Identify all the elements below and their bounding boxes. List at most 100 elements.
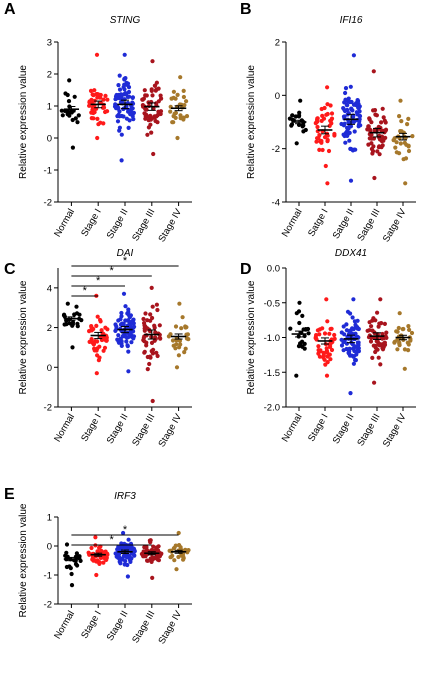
data-point: [174, 342, 179, 347]
data-point: [401, 130, 406, 135]
data-point: [74, 311, 80, 316]
y-tick-label: -2: [44, 403, 52, 414]
x-category-label: Normal: [52, 207, 77, 239]
data-point: [376, 124, 381, 129]
data-point: [98, 319, 103, 324]
x-category-label: Stage I: [306, 412, 331, 444]
data-point: [96, 358, 101, 363]
data-point: [171, 89, 176, 94]
data-point: [320, 113, 325, 118]
data-point: [103, 109, 108, 115]
data-point: [95, 559, 100, 564]
data-point: [347, 99, 352, 105]
data-point: [183, 346, 188, 351]
panel-b: B IFI16 Relative expression value -4 -2 0 2 Nor…: [240, 1, 416, 244]
data-point: [380, 336, 385, 341]
data-point: [152, 115, 158, 120]
data-point: [75, 324, 80, 329]
data-point: [351, 297, 356, 302]
data-point: [174, 567, 179, 572]
data-point: [378, 297, 383, 302]
data-point: [101, 97, 106, 102]
data-point: [149, 130, 154, 135]
data-point: [143, 116, 148, 121]
data-point: [129, 556, 134, 561]
data-point: [150, 93, 155, 98]
data-point: [116, 92, 121, 98]
data-point: [105, 327, 110, 332]
data-point: [403, 156, 409, 161]
data-point: [123, 318, 128, 323]
data-point: [126, 334, 132, 339]
data-point: [325, 354, 330, 359]
data-point: [150, 575, 155, 581]
data-point: [67, 321, 72, 326]
data-point: [180, 315, 185, 320]
data-point: [158, 111, 163, 117]
data-point: [70, 345, 75, 350]
data-point: [347, 346, 352, 351]
data-point: [174, 336, 179, 341]
data-point: [294, 311, 299, 316]
data-point: [324, 297, 329, 302]
data-point: [329, 326, 334, 331]
data-point: [91, 110, 96, 116]
x-category-label: Stage III: [130, 207, 157, 243]
data-point: [366, 124, 371, 129]
data-point: [166, 334, 171, 339]
data-point: [383, 135, 388, 140]
data-point: [94, 572, 99, 578]
data-point: [409, 330, 415, 336]
data-point: [315, 124, 320, 130]
data-point: [317, 147, 322, 152]
data-point: [126, 349, 131, 354]
data-point: [353, 358, 358, 363]
data-point: [101, 560, 106, 565]
x-category-label: Stage IV: [156, 206, 184, 244]
data-point: [325, 133, 330, 138]
data-point: [128, 313, 133, 318]
data-point: [95, 116, 100, 121]
data-point: [367, 136, 372, 141]
data-point: [122, 52, 127, 57]
chart-title: IFI16: [340, 15, 363, 26]
data-point: [116, 544, 121, 550]
data-point: [148, 312, 153, 317]
data-point: [348, 146, 353, 151]
data-point: [154, 302, 159, 307]
data-point: [66, 99, 72, 104]
data-point: [382, 321, 387, 326]
data-point: [354, 102, 359, 108]
panel-letter: A: [4, 1, 16, 18]
data-point: [170, 338, 176, 343]
y-tick-label: -0.5: [264, 298, 280, 309]
data-point: [126, 307, 131, 312]
data-point: [402, 366, 407, 371]
data-point: [184, 332, 189, 337]
data-point: [290, 113, 295, 118]
data-point: [379, 120, 384, 125]
data-point: [323, 163, 328, 169]
data-point: [151, 151, 156, 157]
panel-a: A STING Relative expression value -2 -1 0 1 2 3 N…: [4, 1, 192, 244]
data-point: [95, 353, 100, 358]
data-point: [117, 125, 122, 130]
data-point: [144, 107, 149, 112]
data-point: [170, 553, 175, 559]
data-point: [150, 555, 155, 561]
data-point: [344, 322, 349, 327]
data-point: [346, 350, 351, 356]
data-point: [125, 574, 130, 579]
data-point: [406, 143, 411, 148]
data-point: [357, 114, 363, 119]
data-point: [369, 324, 374, 329]
chart-title: STING: [110, 15, 141, 26]
data-point: [325, 111, 330, 117]
x-category-label: Normal: [280, 207, 305, 239]
data-point: [297, 300, 302, 305]
data-point: [141, 104, 146, 109]
data-point: [158, 336, 163, 341]
data-point: [73, 562, 79, 567]
x-category-label: Normal: [52, 609, 77, 641]
data-point: [61, 313, 67, 318]
